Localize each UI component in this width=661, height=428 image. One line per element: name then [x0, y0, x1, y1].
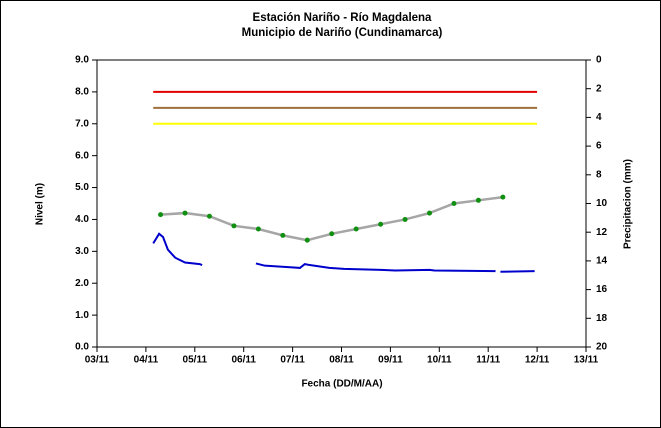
marker — [402, 216, 408, 222]
x-tick-label: 06/11 — [231, 355, 256, 366]
y2-tick-label: 2 — [596, 83, 602, 94]
y-tick-label: 6.0 — [75, 150, 89, 161]
x-tick-label: 09/11 — [378, 355, 403, 366]
y2-tick-label: 14 — [596, 256, 608, 267]
y-tick-label: 8.0 — [75, 87, 89, 98]
y-tick-label: 7.0 — [75, 118, 89, 129]
y-tick-label: 0.0 — [75, 342, 89, 353]
y-tick-label: 9.0 — [75, 55, 89, 66]
y-axis-label: Nivel (m) — [35, 183, 46, 225]
marker — [378, 221, 384, 227]
y2-tick-label: 10 — [596, 198, 608, 209]
marker — [304, 237, 310, 243]
marker — [500, 194, 506, 200]
y2-tick-label: 4 — [596, 112, 602, 123]
plot-area — [96, 59, 587, 348]
chart-title: Estación Nariño - Río Magdalena — [253, 12, 433, 24]
marker — [475, 197, 481, 203]
marker — [206, 213, 212, 219]
x-tick-label: 13/11 — [574, 355, 599, 366]
x-tick-label: 03/11 — [85, 355, 110, 366]
y2-tick-label: 6 — [596, 141, 602, 152]
marker — [231, 223, 237, 229]
y2-tick-label: 0 — [596, 55, 602, 66]
y2-tick-label: 16 — [596, 284, 608, 295]
y2-tick-label: 18 — [596, 313, 608, 324]
y-tick-label: 5.0 — [75, 182, 89, 193]
marker — [451, 201, 457, 206]
x-axis-label: Fecha (DD/M/AA) — [301, 379, 382, 390]
x-tick-label: 12/11 — [525, 355, 550, 366]
marker — [329, 231, 335, 237]
y2-tick-label: 12 — [596, 227, 608, 238]
x-tick-label: 11/11 — [476, 355, 500, 366]
marker — [255, 226, 261, 232]
x-tick-label: 10/11 — [427, 355, 452, 366]
y-tick-label: 1.0 — [75, 310, 89, 321]
marker — [427, 210, 433, 216]
x-tick-label: 08/11 — [329, 355, 354, 366]
x-tick-label: 07/11 — [280, 355, 305, 366]
marker — [182, 210, 188, 216]
x-tick-label: 04/11 — [134, 355, 159, 366]
y-tick-label: 2.0 — [75, 278, 89, 289]
marker — [158, 212, 164, 218]
y-tick-label: 4.0 — [75, 214, 89, 225]
marker — [280, 232, 286, 238]
y-tick-label: 3.0 — [75, 246, 89, 257]
y2-tick-label: 8 — [596, 169, 602, 180]
y2-tick-label: 20 — [596, 342, 608, 353]
y2-axis-label: Precipitacion (mm) — [623, 159, 634, 249]
marker — [353, 226, 359, 232]
x-tick-label: 05/11 — [183, 355, 208, 366]
series-line — [152, 232, 535, 273]
chart-subtitle: Municipio de Nariño (Cundinamarca) — [242, 27, 443, 39]
